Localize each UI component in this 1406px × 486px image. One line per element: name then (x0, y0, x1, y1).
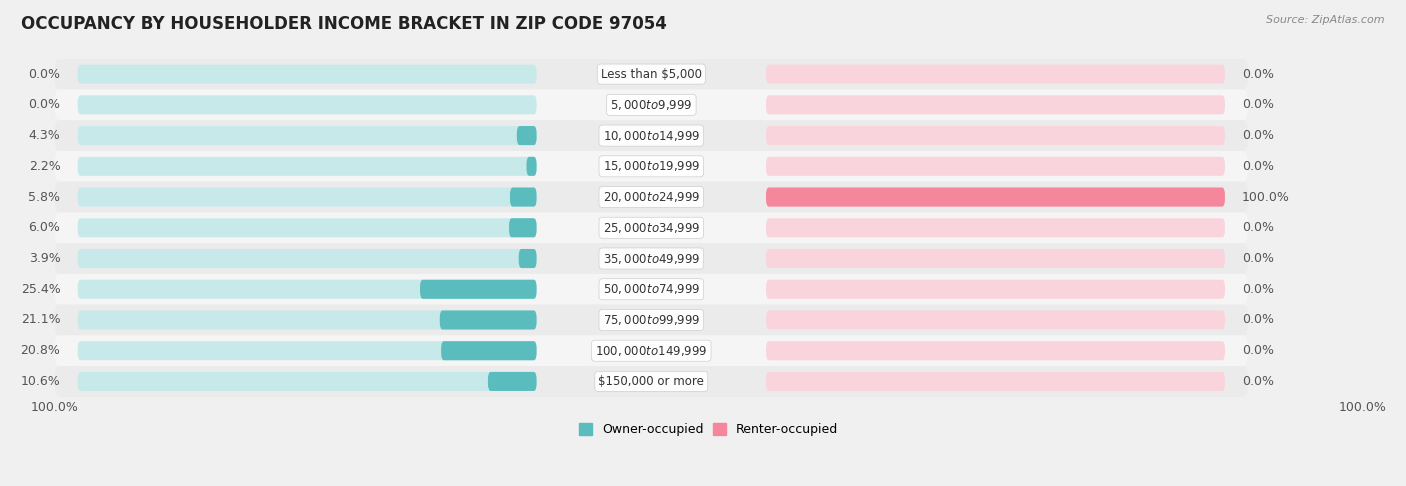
FancyBboxPatch shape (77, 218, 537, 237)
FancyBboxPatch shape (77, 188, 537, 207)
FancyBboxPatch shape (77, 249, 537, 268)
FancyBboxPatch shape (55, 151, 1249, 182)
Text: 3.9%: 3.9% (28, 252, 60, 265)
FancyBboxPatch shape (766, 188, 1225, 207)
FancyBboxPatch shape (488, 372, 537, 391)
FancyBboxPatch shape (766, 95, 1225, 114)
Legend: Owner-occupied, Renter-occupied: Owner-occupied, Renter-occupied (574, 418, 844, 441)
Text: $100,000 to $149,999: $100,000 to $149,999 (595, 344, 707, 358)
Text: 20.8%: 20.8% (21, 344, 60, 357)
Text: 5.8%: 5.8% (28, 191, 60, 204)
FancyBboxPatch shape (77, 311, 537, 330)
Text: $75,000 to $99,999: $75,000 to $99,999 (603, 313, 700, 327)
FancyBboxPatch shape (766, 311, 1225, 330)
Text: 0.0%: 0.0% (1241, 344, 1274, 357)
Text: $5,000 to $9,999: $5,000 to $9,999 (610, 98, 693, 112)
FancyBboxPatch shape (55, 274, 1249, 305)
Text: OCCUPANCY BY HOUSEHOLDER INCOME BRACKET IN ZIP CODE 97054: OCCUPANCY BY HOUSEHOLDER INCOME BRACKET … (21, 15, 666, 33)
FancyBboxPatch shape (55, 182, 1249, 212)
FancyBboxPatch shape (77, 157, 537, 176)
FancyBboxPatch shape (55, 335, 1249, 366)
FancyBboxPatch shape (77, 65, 537, 84)
FancyBboxPatch shape (55, 120, 1249, 151)
FancyBboxPatch shape (766, 188, 1225, 207)
FancyBboxPatch shape (766, 126, 1225, 145)
FancyBboxPatch shape (55, 212, 1249, 243)
Text: 21.1%: 21.1% (21, 313, 60, 327)
FancyBboxPatch shape (510, 188, 537, 207)
Text: 0.0%: 0.0% (1241, 98, 1274, 111)
Text: $150,000 or more: $150,000 or more (599, 375, 704, 388)
Text: 0.0%: 0.0% (28, 68, 60, 81)
FancyBboxPatch shape (77, 280, 537, 299)
Text: 0.0%: 0.0% (28, 98, 60, 111)
FancyBboxPatch shape (519, 249, 537, 268)
Text: 2.2%: 2.2% (28, 160, 60, 173)
FancyBboxPatch shape (55, 243, 1249, 274)
Text: 0.0%: 0.0% (1241, 68, 1274, 81)
Text: 0.0%: 0.0% (1241, 283, 1274, 296)
Text: $20,000 to $24,999: $20,000 to $24,999 (603, 190, 700, 204)
FancyBboxPatch shape (766, 280, 1225, 299)
Text: $25,000 to $34,999: $25,000 to $34,999 (603, 221, 700, 235)
FancyBboxPatch shape (766, 65, 1225, 84)
FancyBboxPatch shape (55, 89, 1249, 120)
FancyBboxPatch shape (77, 372, 537, 391)
Text: 10.6%: 10.6% (21, 375, 60, 388)
FancyBboxPatch shape (526, 157, 537, 176)
Text: 0.0%: 0.0% (1241, 313, 1274, 327)
FancyBboxPatch shape (77, 126, 537, 145)
FancyBboxPatch shape (77, 95, 537, 114)
FancyBboxPatch shape (766, 341, 1225, 360)
FancyBboxPatch shape (77, 341, 537, 360)
Text: 6.0%: 6.0% (28, 221, 60, 234)
Text: 0.0%: 0.0% (1241, 160, 1274, 173)
Text: 100.0%: 100.0% (1241, 191, 1289, 204)
FancyBboxPatch shape (766, 372, 1225, 391)
Text: 4.3%: 4.3% (28, 129, 60, 142)
Text: Source: ZipAtlas.com: Source: ZipAtlas.com (1267, 15, 1385, 25)
FancyBboxPatch shape (509, 218, 537, 237)
Text: 25.4%: 25.4% (21, 283, 60, 296)
Text: $35,000 to $49,999: $35,000 to $49,999 (603, 252, 700, 265)
Text: 0.0%: 0.0% (1241, 375, 1274, 388)
Text: 0.0%: 0.0% (1241, 252, 1274, 265)
FancyBboxPatch shape (420, 280, 537, 299)
FancyBboxPatch shape (55, 59, 1249, 89)
FancyBboxPatch shape (55, 366, 1249, 397)
FancyBboxPatch shape (766, 157, 1225, 176)
Text: Less than $5,000: Less than $5,000 (600, 68, 702, 81)
FancyBboxPatch shape (517, 126, 537, 145)
FancyBboxPatch shape (55, 305, 1249, 335)
FancyBboxPatch shape (440, 311, 537, 330)
Text: $15,000 to $19,999: $15,000 to $19,999 (603, 159, 700, 174)
FancyBboxPatch shape (441, 341, 537, 360)
FancyBboxPatch shape (766, 218, 1225, 237)
Text: 0.0%: 0.0% (1241, 129, 1274, 142)
FancyBboxPatch shape (766, 249, 1225, 268)
Text: $50,000 to $74,999: $50,000 to $74,999 (603, 282, 700, 296)
Text: 0.0%: 0.0% (1241, 221, 1274, 234)
Text: $10,000 to $14,999: $10,000 to $14,999 (603, 129, 700, 142)
